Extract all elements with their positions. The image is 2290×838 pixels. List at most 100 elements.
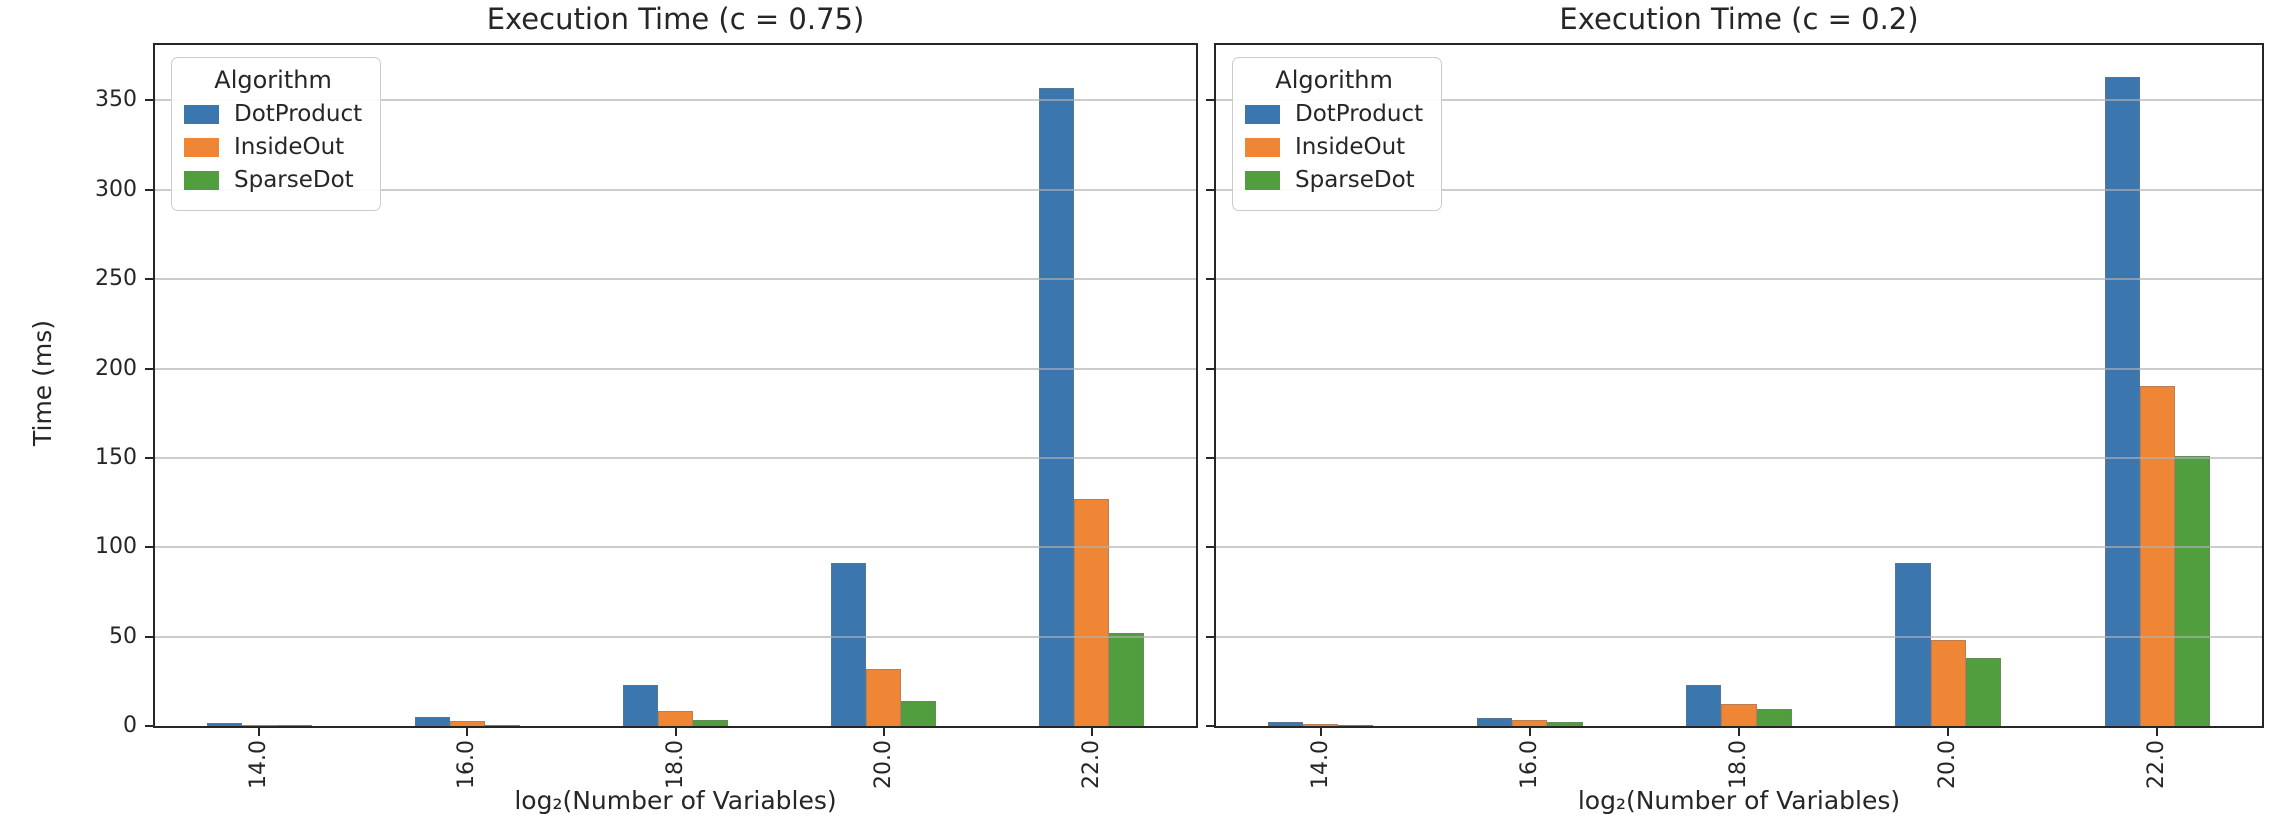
y-tick-mark-0	[145, 725, 153, 727]
legend-items: DotProduct InsideOut SparseDot	[1245, 101, 1423, 193]
y-tick-mark-150	[145, 456, 153, 459]
y-tick-mark-350	[145, 99, 153, 102]
bar-DotProduct-16.0	[1477, 717, 1513, 726]
legend-label: SparseDot	[1295, 167, 1415, 193]
y-tick-mark-200	[1206, 367, 1214, 370]
legend-swatch-icon	[184, 170, 219, 190]
bar-DotProduct-14.0	[206, 722, 242, 726]
gridline-350	[1216, 99, 2262, 102]
bar-DotProduct-16.0	[414, 717, 450, 726]
bar-DotProduct-20.0	[1895, 563, 1931, 726]
legend-title: Algorithm	[214, 66, 332, 94]
legend-item-DotProduct: DotProduct	[184, 101, 362, 127]
gridline-100	[155, 546, 1196, 549]
legend-label: DotProduct	[1295, 101, 1424, 127]
x-tick-label-18.0: 18.0	[1726, 740, 1751, 789]
y-tick-mark-250	[145, 278, 153, 281]
gridline-50	[155, 635, 1196, 638]
bar-DotProduct-14.0	[1267, 722, 1304, 726]
legend-swatch-icon	[1245, 137, 1280, 157]
bar-InsideOut-22.0	[2139, 386, 2175, 726]
gridline-50	[1216, 635, 2262, 638]
bar-SparseDot-14.0	[1338, 725, 1374, 726]
x-axis-label: log₂(Number of Variables)	[514, 786, 837, 815]
bar-InsideOut-16.0	[449, 720, 485, 726]
legend-item-InsideOut: InsideOut	[184, 134, 362, 160]
x-tick-label-14.0: 14.0	[1307, 740, 1333, 789]
chart-title: Execution Time (c = 0.75)	[486, 2, 865, 36]
gridline-350	[155, 99, 1196, 102]
y-tick-label-200: 200	[95, 355, 137, 381]
chart-title: Execution Time (c = 0.2)	[1559, 2, 1919, 36]
bar-InsideOut-16.0	[1512, 720, 1548, 726]
legend: Algorithm DotProduct InsideOut SparseDot	[1232, 57, 1443, 211]
bar-DotProduct-22.0	[2104, 77, 2140, 726]
x-tick-label-16.0: 16.0	[1516, 740, 1542, 789]
y-tick-label-150: 150	[95, 444, 137, 470]
x-tick-mark-20.0	[882, 728, 885, 736]
bar-InsideOut-20.0	[1930, 640, 1966, 726]
y-tick-mark-50	[145, 635, 153, 638]
y-tick-mark-100	[145, 546, 153, 549]
gridline-250	[1216, 278, 2262, 281]
plot-area: 14.0 16.0 18.0 20.0 22.0 Algorithm DotProduc…	[1206, 43, 2264, 789]
bar-InsideOut-18.0	[1721, 704, 1757, 726]
y-tick-label-300: 300	[95, 176, 137, 202]
bar-DotProduct-22.0	[1039, 87, 1075, 726]
gridline-300	[1216, 188, 2262, 191]
bar-SparseDot-22.0	[1109, 633, 1145, 726]
y-tick-mark-50	[1206, 635, 1214, 638]
gridline-200	[1216, 367, 2262, 370]
y-tick-mark-300	[1206, 188, 1214, 191]
y-tick-mark-0	[1206, 725, 1214, 727]
y-tick-label-0: 0	[123, 713, 137, 738]
bar-InsideOut-20.0	[866, 668, 902, 726]
x-tick-mark-16.0	[466, 728, 469, 736]
bar-DotProduct-18.0	[1686, 684, 1722, 726]
bar-SparseDot-20.0	[901, 701, 937, 726]
y-tick-label-100: 100	[95, 534, 137, 560]
bar-SparseDot-14.0	[276, 725, 312, 726]
bar-SparseDot-18.0	[692, 719, 728, 726]
y-tick-label-50: 50	[109, 623, 137, 649]
y-tick-mark-300	[145, 188, 153, 191]
bar-InsideOut-22.0	[1074, 499, 1110, 726]
legend-swatch-icon	[184, 137, 219, 157]
bar-SparseDot-16.0	[1547, 722, 1583, 726]
x-tick-mark-22.0	[1090, 728, 1093, 736]
legend-swatch-icon	[1245, 104, 1280, 124]
y-tick-mark-100	[1206, 546, 1214, 549]
legend-label: DotProduct	[234, 101, 363, 127]
bar-SparseDot-22.0	[2174, 456, 2211, 726]
legend-label: InsideOut	[1295, 134, 1406, 160]
y-tick-mark-350	[1206, 99, 1214, 102]
bar-InsideOut-14.0	[241, 724, 277, 726]
y-tick-label-350: 350	[95, 87, 137, 113]
bar-SparseDot-18.0	[1756, 709, 1792, 726]
y-tick-mark-200	[145, 367, 153, 370]
legend-title: Algorithm	[1275, 66, 1393, 94]
bar-DotProduct-20.0	[831, 563, 867, 726]
x-axis-label: log₂(Number of Variables)	[1577, 786, 1901, 815]
bar-SparseDot-16.0	[484, 724, 520, 726]
y-tick-mark-150	[1206, 456, 1214, 459]
gridline-150	[155, 456, 1196, 459]
x-tick-mark-18.0	[1738, 728, 1740, 736]
bar-SparseDot-20.0	[1965, 658, 2001, 726]
legend-item-DotProduct: DotProduct	[1245, 101, 1423, 127]
gridline-100	[1216, 546, 2262, 549]
plot-area: 0 50 100 150 200 250 300 350 14.0 16.0 18.0 20.0 22.…	[95, 43, 1198, 789]
y-tick-mark-250	[1206, 278, 1214, 281]
legend-label: InsideOut	[234, 134, 345, 160]
legend-label: SparseDot	[234, 167, 354, 193]
y-tick-label-250: 250	[95, 266, 137, 292]
gridline-200	[155, 367, 1196, 370]
gridline-150	[1216, 456, 2262, 459]
bar-InsideOut-14.0	[1303, 723, 1339, 726]
bar-DotProduct-18.0	[623, 684, 658, 726]
x-tick-label-20.0: 20.0	[1935, 740, 1961, 789]
gridline-300	[155, 188, 1196, 191]
